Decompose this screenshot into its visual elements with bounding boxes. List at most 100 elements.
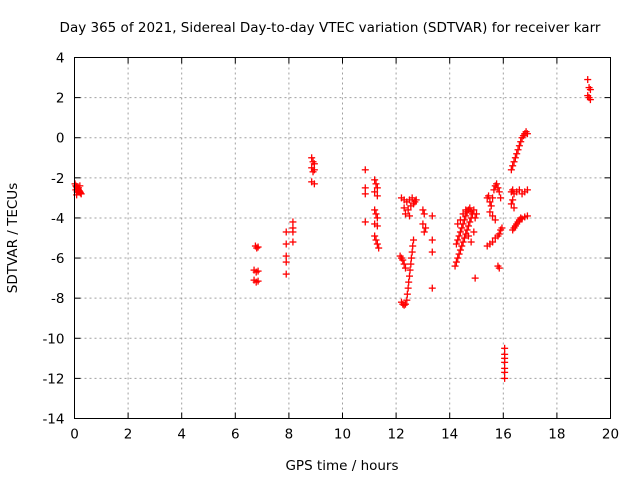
- data-point: [400, 301, 408, 309]
- data-points: [71, 76, 594, 382]
- data-point: [371, 232, 379, 240]
- data-point: [497, 194, 505, 202]
- data-point: [406, 212, 413, 220]
- data-point: [473, 210, 480, 218]
- data-point: [371, 176, 379, 184]
- x-tick-label: 2: [124, 427, 133, 443]
- data-point: [401, 264, 409, 272]
- data-point: [253, 244, 261, 252]
- data-point: [454, 254, 462, 262]
- data-point: [510, 158, 518, 166]
- data-point: [375, 244, 383, 252]
- data-point: [454, 220, 462, 228]
- data-point: [408, 194, 416, 202]
- x-tick-label: 6: [231, 427, 240, 443]
- data-point: [501, 368, 509, 376]
- x-axis-label: GPS time / hours: [285, 458, 398, 474]
- data-point: [456, 228, 464, 236]
- data-point: [456, 216, 464, 224]
- data-point: [428, 236, 436, 244]
- data-point: [458, 224, 466, 232]
- data-point: [466, 218, 474, 226]
- data-point: [510, 204, 518, 212]
- data-point: [509, 196, 517, 204]
- data-point: [455, 232, 463, 240]
- data-point: [489, 194, 497, 202]
- data-point: [404, 206, 412, 214]
- data-point: [289, 238, 297, 246]
- y-tick-label: -12: [42, 371, 64, 387]
- data-point: [486, 208, 494, 216]
- data-point: [495, 188, 503, 196]
- x-tick-label: 10: [334, 427, 351, 443]
- data-point: [400, 260, 408, 268]
- data-point: [464, 222, 472, 230]
- data-point: [310, 160, 318, 168]
- data-point: [428, 212, 436, 220]
- data-point: [511, 154, 519, 162]
- data-point: [373, 240, 381, 248]
- data-point: [400, 204, 408, 212]
- data-point: [498, 224, 506, 232]
- data-point: [372, 180, 380, 188]
- y-tick-label: -8: [51, 291, 64, 307]
- data-point: [485, 192, 493, 200]
- data-point: [310, 180, 318, 188]
- data-point: [466, 204, 474, 212]
- data-point: [495, 264, 503, 272]
- data-point: [282, 228, 290, 236]
- data-point: [76, 182, 84, 190]
- y-tick-label: -14: [42, 412, 64, 428]
- data-point: [419, 206, 427, 214]
- data-point: [282, 252, 290, 260]
- data-point: [586, 96, 594, 104]
- data-point: [584, 76, 592, 84]
- data-point: [467, 238, 475, 246]
- data-point: [513, 150, 521, 158]
- data-point: [509, 186, 517, 194]
- data-point: [452, 258, 460, 266]
- data-point: [76, 189, 84, 197]
- data-point: [77, 190, 85, 198]
- data-point: [471, 274, 479, 282]
- data-point: [455, 250, 463, 258]
- data-point: [282, 240, 290, 248]
- data-point: [459, 238, 467, 246]
- data-point: [489, 238, 497, 246]
- y-tick-label: -4: [51, 211, 64, 227]
- data-point: [407, 254, 415, 262]
- data-point: [456, 246, 464, 254]
- data-point: [501, 374, 509, 382]
- data-point: [464, 232, 472, 240]
- data-point: [401, 210, 409, 218]
- data-point: [452, 240, 460, 248]
- data-point: [454, 236, 462, 244]
- x-tick-label: 12: [388, 427, 405, 443]
- data-point: [462, 206, 470, 214]
- y-tick-label: 0: [56, 131, 65, 147]
- data-point: [515, 142, 523, 150]
- data-point: [463, 226, 471, 234]
- data-point: [410, 200, 418, 208]
- data-point: [451, 262, 459, 270]
- data-point: [523, 186, 531, 194]
- plot-border: [74, 57, 611, 419]
- data-point: [586, 86, 594, 94]
- data-point: [422, 224, 430, 232]
- data-point: [405, 278, 413, 286]
- data-point: [372, 236, 380, 244]
- chart-title: Day 365 of 2021, Sidereal Day-to-day VTE…: [60, 20, 601, 36]
- data-point: [493, 180, 501, 188]
- y-tick-label: -6: [51, 251, 64, 267]
- data-point: [403, 296, 411, 304]
- data-point: [412, 196, 420, 204]
- data-point: [254, 267, 262, 275]
- y-tick-label: 2: [56, 91, 65, 107]
- data-point: [514, 146, 522, 154]
- y-tick-label: -10: [42, 331, 64, 347]
- data-point: [401, 300, 409, 308]
- data-point: [470, 228, 478, 236]
- data-point: [486, 198, 494, 206]
